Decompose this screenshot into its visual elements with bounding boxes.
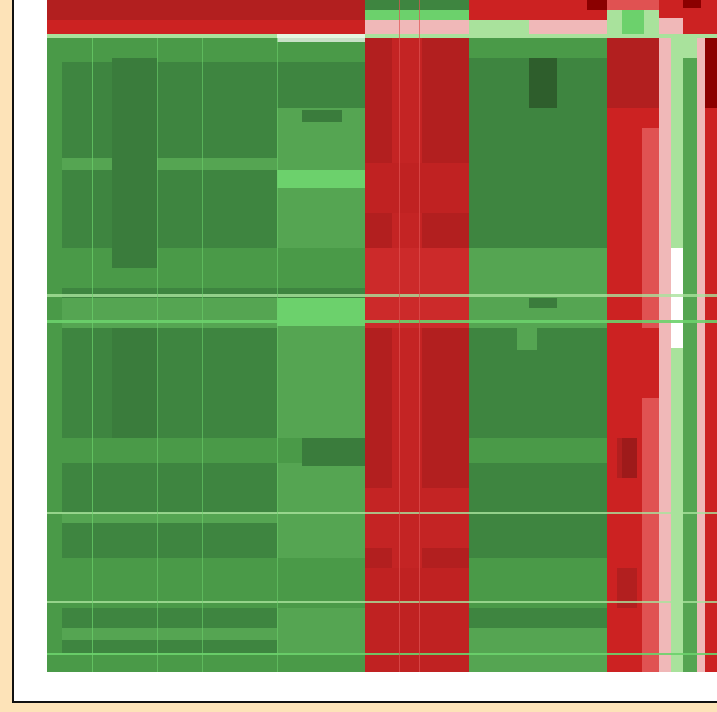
heatmap-block	[47, 248, 365, 288]
heatmap-column	[671, 248, 683, 348]
heatmap-strip	[587, 0, 607, 10]
heatmap-block	[112, 58, 157, 268]
heatmap-band	[617, 568, 637, 608]
heatmap-strip	[365, 10, 469, 20]
heatmap-canvas	[47, 0, 717, 672]
heatmap-band	[607, 38, 659, 108]
heatmap-line	[202, 38, 203, 672]
heatmap-column	[671, 38, 683, 672]
heatmap-strip	[469, 0, 607, 20]
heatmap-block	[469, 558, 607, 608]
heatmap-band	[642, 128, 659, 328]
heatmap-cell	[529, 298, 557, 308]
heatmap-block	[47, 158, 365, 170]
heatmap-cell	[517, 328, 537, 350]
heatmap-column	[697, 38, 705, 672]
heatmap-stripe	[47, 34, 717, 38]
heatmap-stripe	[47, 294, 717, 297]
plot-frame	[12, 0, 717, 703]
heatmap-cell	[302, 438, 365, 466]
heatmap-band	[365, 488, 469, 548]
heatmap-block	[469, 248, 607, 328]
heatmap-strip	[683, 0, 701, 8]
heatmap-line	[419, 0, 420, 672]
heatmap-block	[47, 513, 365, 523]
heatmap-strip	[47, 20, 365, 34]
heatmap-strip	[365, 0, 469, 10]
heatmap-band	[365, 163, 469, 213]
heatmap-column	[705, 38, 717, 672]
heatmap-strip	[622, 10, 644, 34]
heatmap-band	[365, 248, 469, 328]
heatmap-stripe	[47, 653, 717, 655]
heatmap-column	[683, 38, 697, 58]
heatmap-cell	[622, 438, 637, 478]
heatmap-block	[469, 438, 607, 463]
heatmap-stripe	[47, 320, 717, 323]
heatmap-line	[157, 38, 158, 672]
heatmap-block	[47, 628, 365, 640]
heatmap-block	[277, 328, 365, 668]
heatmap-block	[112, 328, 157, 438]
heatmap-strip	[47, 0, 365, 20]
heatmap-cell	[302, 110, 342, 122]
heatmap-block	[47, 653, 365, 672]
heatmap-stripe	[277, 34, 365, 42]
heatmap-band	[642, 398, 659, 672]
heatmap-column	[659, 38, 671, 672]
heatmap-strip	[607, 0, 659, 10]
heatmap-column	[683, 38, 697, 672]
heatmap-band	[392, 0, 422, 672]
heatmap-line	[277, 38, 278, 672]
heatmap-block	[47, 38, 62, 672]
heatmap-band	[365, 568, 469, 672]
heatmap-matrix	[47, 0, 717, 672]
heatmap-line	[92, 38, 93, 672]
heatmap-block	[469, 38, 607, 58]
heatmap-strip	[529, 20, 607, 34]
heatmap-stripe	[47, 601, 717, 603]
heatmap-line	[399, 0, 400, 672]
heatmap-block	[47, 558, 365, 608]
heatmap-block	[469, 628, 607, 672]
heatmap-strip	[659, 18, 683, 34]
heatmap-strip	[365, 20, 469, 34]
heatmap-stripe	[47, 512, 717, 514]
heatmap-strip	[469, 20, 529, 34]
heatmap-column	[705, 38, 717, 108]
heatmap-block	[529, 58, 557, 108]
